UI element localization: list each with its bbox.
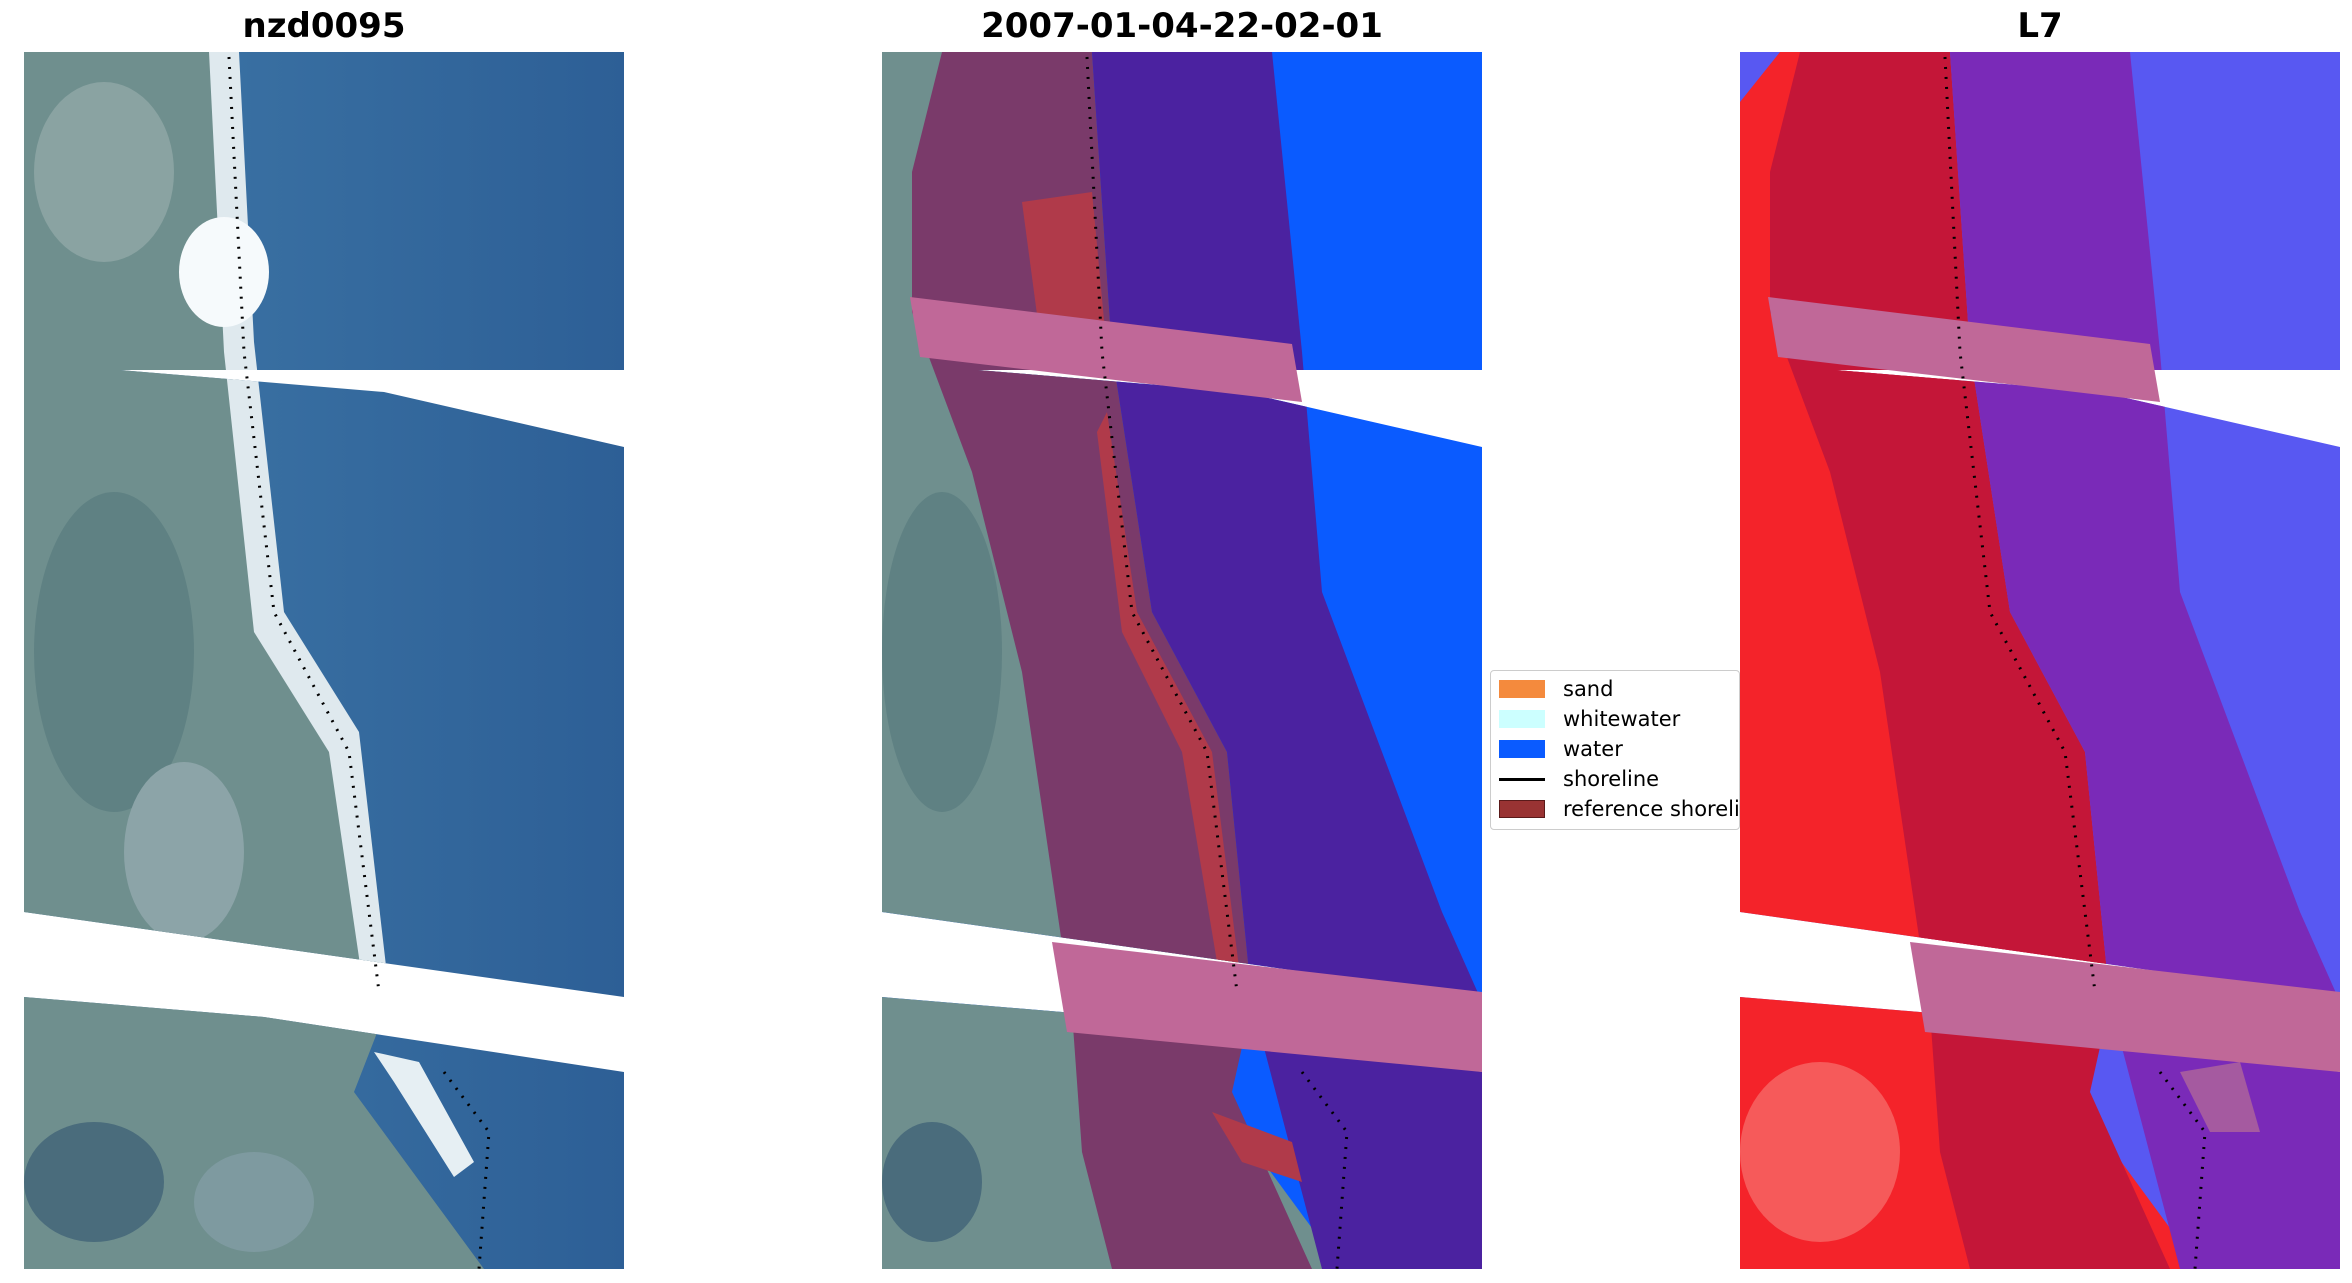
legend-label-sand: sand (1563, 677, 1614, 701)
legend-item-sand: sand (1499, 675, 1613, 703)
legend-label-whitewater: whitewater (1563, 707, 1681, 731)
whitewater-swatch (1499, 710, 1545, 728)
index-image (1740, 52, 2340, 1269)
classified-image (882, 52, 1482, 1269)
classified-panel (882, 52, 1482, 1269)
water-swatch (1499, 740, 1545, 758)
panel-title-classified: 2007-01-04-22-02-01 (981, 6, 1383, 46)
sand-swatch (1499, 680, 1545, 698)
legend-item-whitewater: whitewater (1499, 705, 1680, 733)
legend-item-shoreline: shoreline (1499, 765, 1659, 793)
legend-label-water: water (1563, 737, 1623, 761)
panel-title-image: nzd0095 (242, 6, 406, 46)
shoreline-swatch (1499, 777, 1545, 781)
index-panel (1740, 52, 2340, 1269)
legend-item-water: water (1499, 735, 1623, 763)
reference-shoreline-swatch (1499, 800, 1545, 818)
rgb-image-panel (24, 52, 624, 1269)
legend-label-reference-shoreline: reference shoreline (1563, 797, 1740, 821)
panel-title-index: L7 (2017, 6, 2063, 46)
rgb-image (24, 52, 624, 1269)
legend-label-shoreline: shoreline (1563, 767, 1660, 791)
legend: sand whitewater water shoreline referenc… (1490, 670, 1740, 830)
legend-item-reference-shoreline: reference shoreline (1499, 795, 1740, 823)
